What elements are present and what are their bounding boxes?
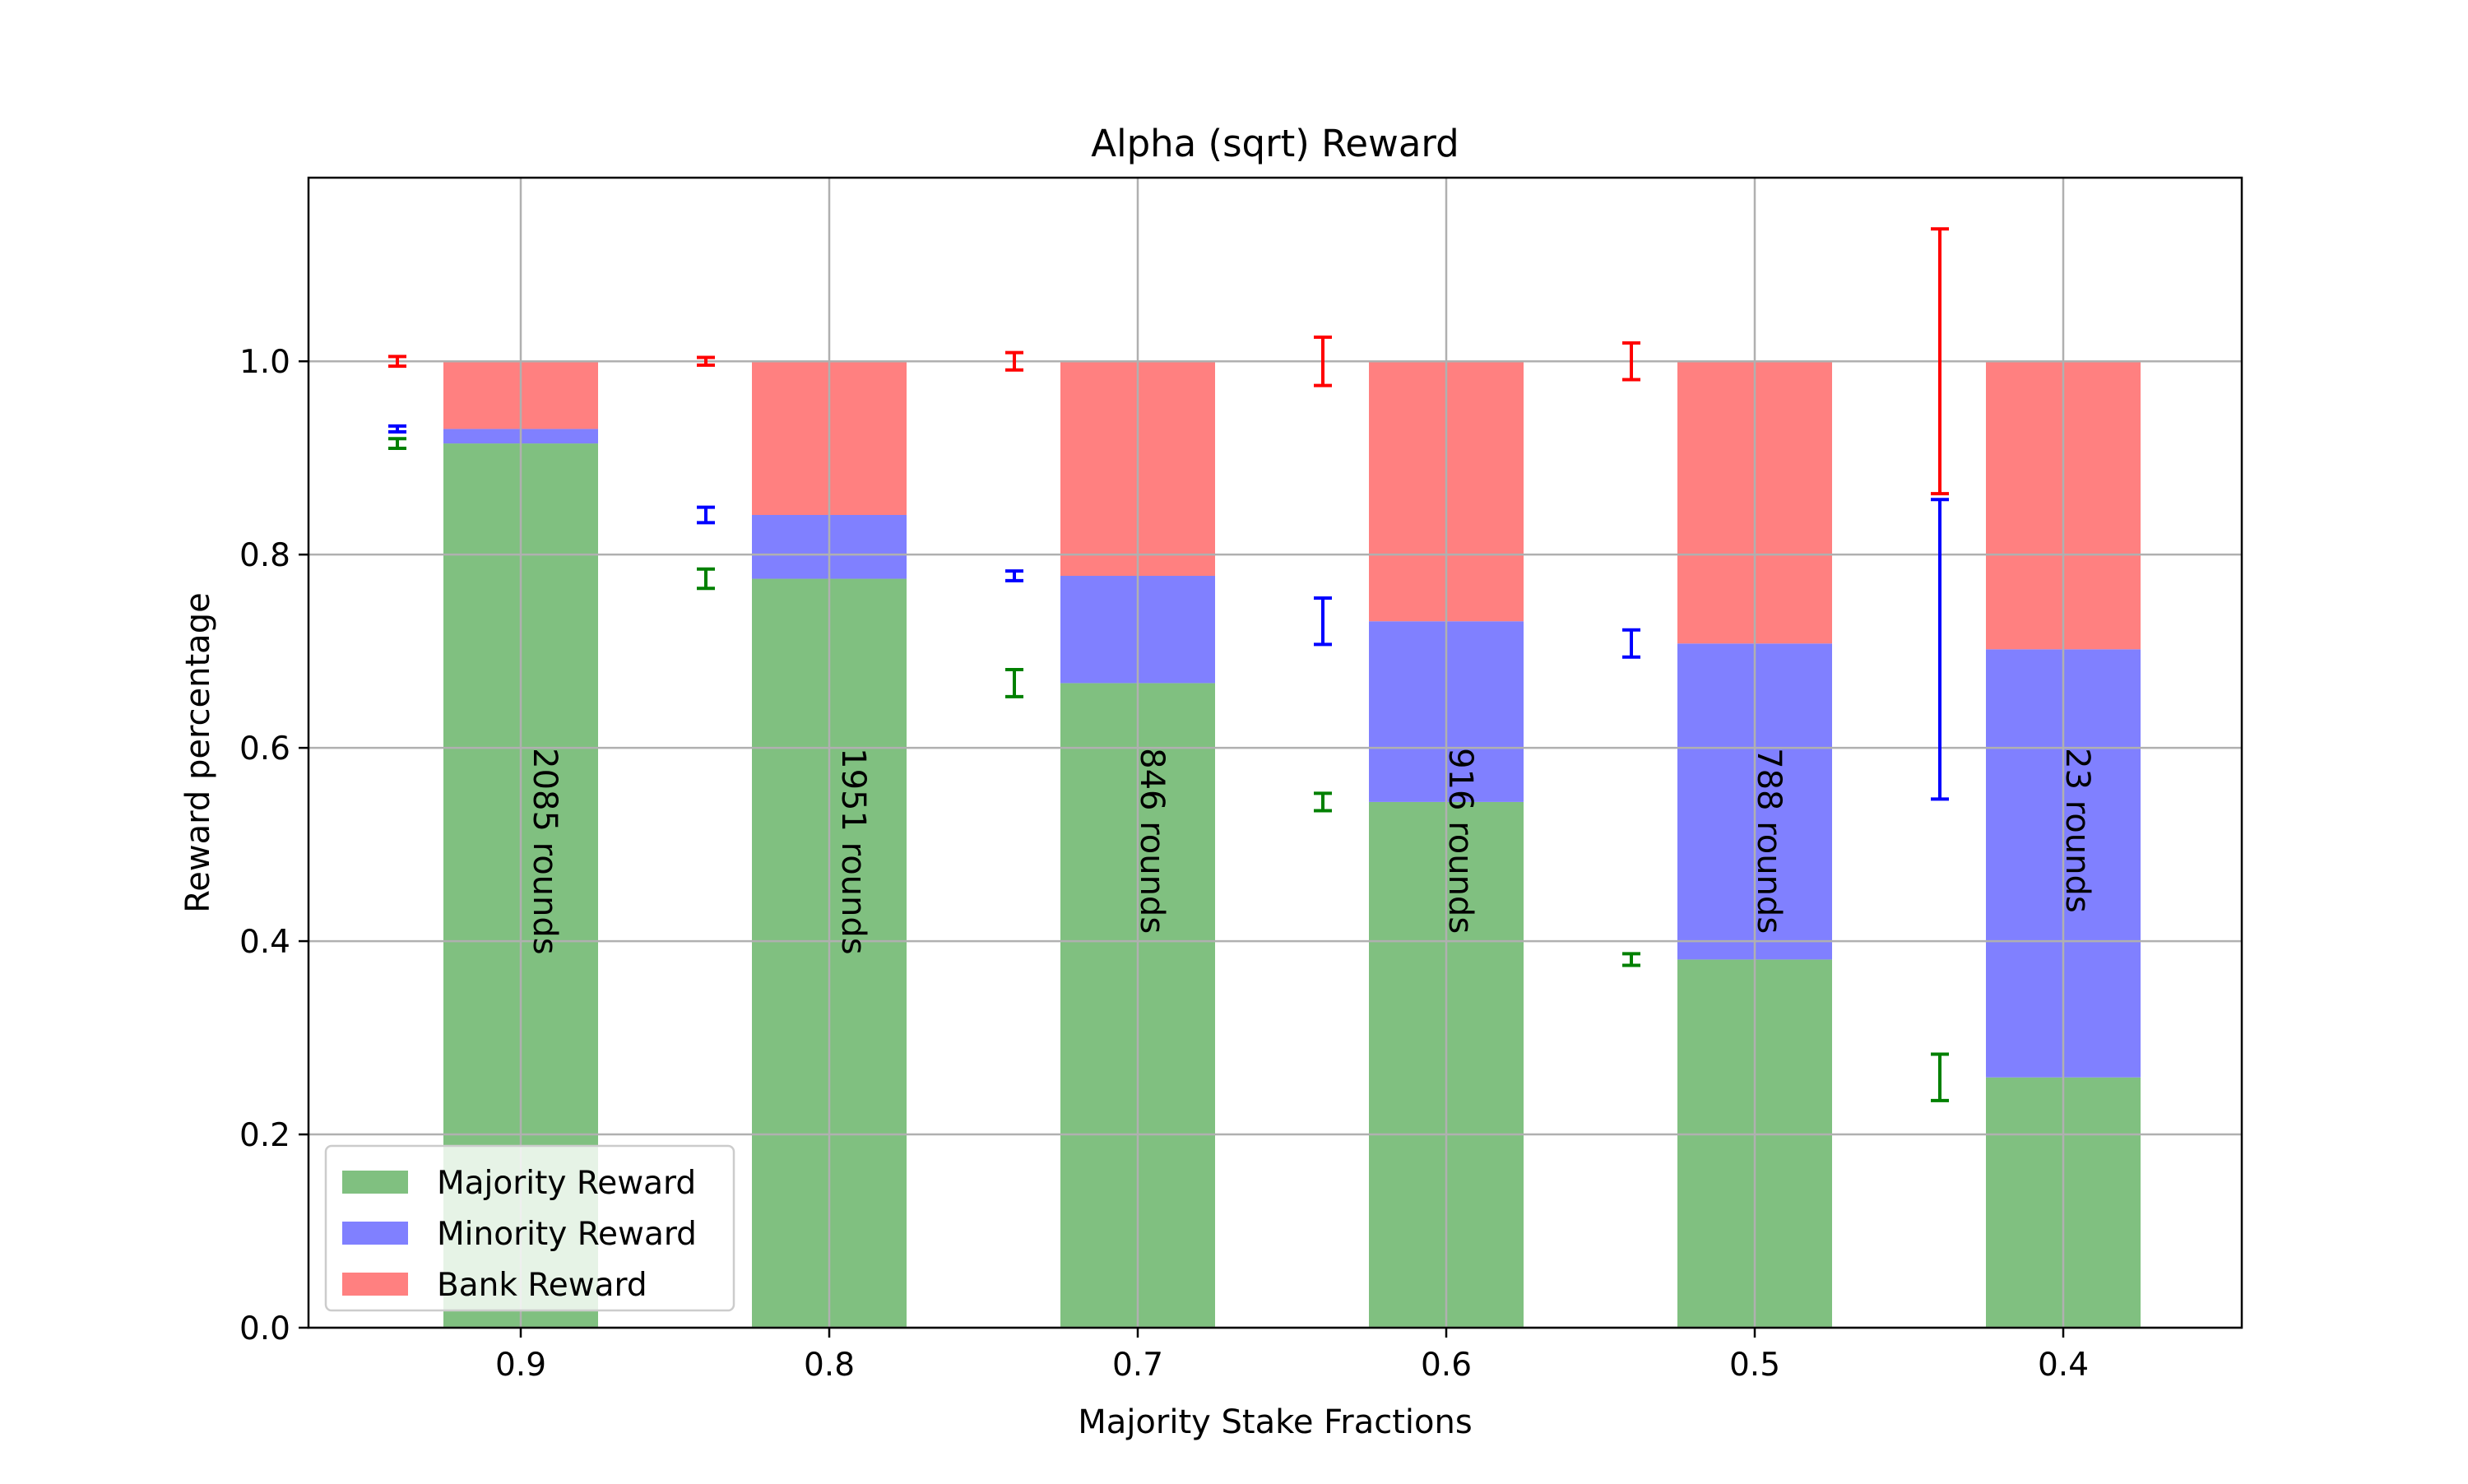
x-axis-ticks: 0.9 0.8 0.7 0.6 0.5 0.4 — [495, 1328, 2089, 1384]
error-bar — [697, 505, 715, 525]
legend-box — [324, 1144, 735, 1312]
y-tick-label: 1.0 — [239, 344, 290, 381]
y-tick-label: 0.2 — [239, 1117, 290, 1154]
bar-annotation: 2085 rounds — [526, 748, 564, 954]
bar-annotations: 2085 rounds 1951 rounds 846 rounds 916 roun… — [526, 748, 2096, 954]
error-bar — [697, 355, 715, 367]
bar-annotation: 916 rounds — [1441, 748, 1479, 934]
error-bar — [1005, 667, 1023, 698]
legend-swatch — [342, 1171, 408, 1194]
legend-label: Minority Reward — [437, 1216, 697, 1253]
y-tick-label: 0.4 — [239, 924, 290, 961]
error-bar — [1005, 569, 1023, 582]
x-tick-label: 0.8 — [804, 1347, 855, 1384]
y-axis-label: Reward percentage — [179, 592, 217, 912]
error-bar — [1622, 628, 1640, 659]
error-bar — [1314, 335, 1332, 387]
plot-frame — [307, 176, 2243, 1329]
bar-annotation: 1951 rounds — [834, 748, 872, 954]
bar-annotation: 788 rounds — [1750, 748, 1788, 934]
x-tick-label: 0.5 — [1729, 1347, 1780, 1384]
chart-title: Alpha (sqrt) Reward — [1091, 122, 1459, 165]
y-tick-label: 0.6 — [239, 730, 290, 768]
error-bar — [1931, 498, 1949, 801]
legend-label: Bank Reward — [437, 1267, 647, 1304]
error-bar — [388, 355, 406, 369]
error-bar — [388, 424, 406, 434]
x-tick-label: 0.7 — [1112, 1347, 1163, 1384]
legend: Majority Reward Minority Reward Bank Rewar… — [324, 1144, 735, 1312]
error-bar — [697, 567, 715, 591]
error-bar — [1622, 341, 1640, 382]
error-bar — [1314, 791, 1332, 813]
x-tick-label: 0.4 — [2038, 1347, 2089, 1384]
x-axis-label: Majority Stake Fractions — [1078, 1403, 1472, 1441]
y-axis-ticks: 0.0 0.2 0.4 0.6 0.8 1.0 — [239, 344, 308, 1347]
error-bar — [1622, 952, 1640, 967]
bar-annotation: 846 rounds — [1133, 748, 1171, 934]
legend-swatch — [342, 1222, 408, 1245]
legend-label: Majority Reward — [437, 1165, 696, 1202]
error-bar — [1931, 227, 1949, 496]
error-bar — [388, 437, 406, 450]
x-tick-label: 0.9 — [495, 1347, 546, 1384]
error-bar — [1931, 1052, 1949, 1102]
x-tick-label: 0.6 — [1421, 1347, 1472, 1384]
error-bar — [1005, 350, 1023, 372]
y-tick-label: 0.0 — [239, 1310, 290, 1347]
y-tick-label: 0.8 — [239, 537, 290, 574]
bar-annotation: 23 rounds — [2058, 748, 2096, 913]
legend-swatch — [342, 1273, 408, 1296]
error-bars — [388, 227, 1949, 1102]
error-bar — [1314, 596, 1332, 647]
